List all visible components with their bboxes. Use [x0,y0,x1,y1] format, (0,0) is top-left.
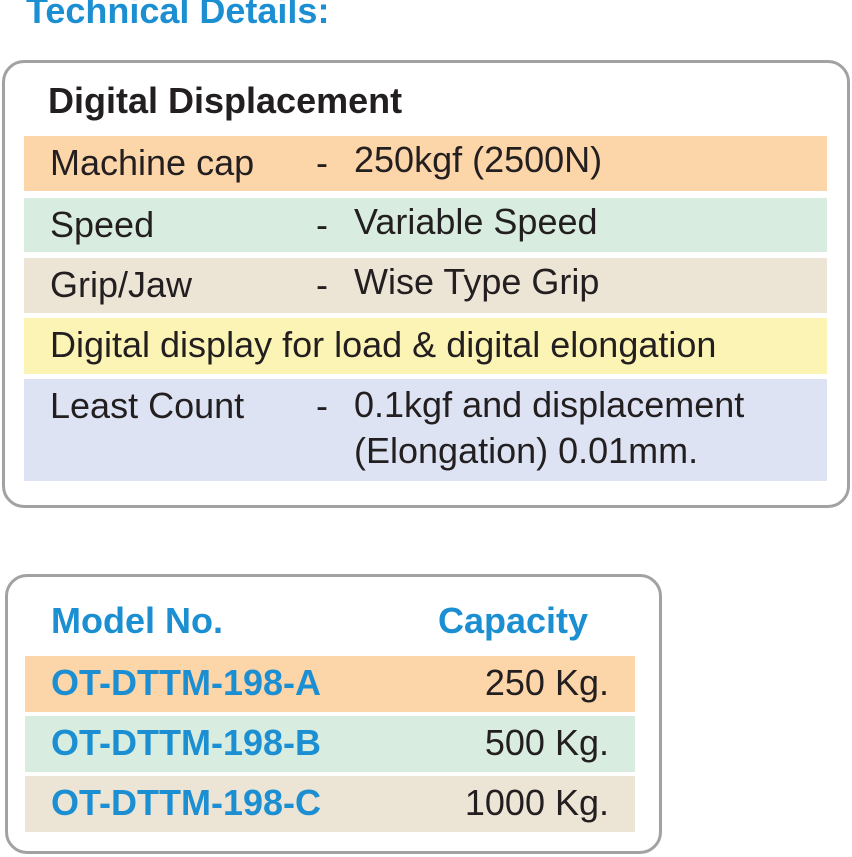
capacity-header: Capacity [438,600,589,641]
model-no-header: Model No. [51,600,223,641]
spec-value: 250kgf (2500N) [354,139,603,180]
spec-dash: - [316,204,328,245]
spec-row-speed: Speed - Variable Speed [24,198,827,252]
spec-value: Wise Type Grip [354,261,600,302]
spec-value: Variable Speed [354,201,598,242]
spec-label: Least Count [50,385,245,426]
model-row: OT-DTTM-198-B 500 Kg. [25,716,635,772]
model-capacity: 500 Kg. [484,722,609,763]
model-number: OT-DTTM-198-C [51,782,321,823]
model-row: OT-DTTM-198-C 1000 Kg. [25,776,635,832]
spec-label: Machine cap [50,142,255,183]
spec-value-line2: (Elongation) 0.01mm. [354,430,699,471]
spec-row-grip-jaw: Grip/Jaw - Wise Type Grip [24,258,827,313]
spec-full-text: Digital display for load & digital elong… [50,324,717,365]
model-number: OT-DTTM-198-B [51,722,321,763]
spec-row-least-count: Least Count - 0.1kgf and displacement (E… [24,379,827,481]
spec-value-line1: 0.1kgf and displacement [354,384,745,425]
model-row: OT-DTTM-198-A 250 Kg. [25,656,635,712]
spec-dash: - [316,264,328,305]
spec-dash: - [316,385,328,426]
spec-row-machine-cap: Machine cap - 250kgf (2500N) [24,136,827,191]
section-heading: Technical Details: [26,0,330,31]
spec-label: Speed [50,204,155,245]
spec-title: Digital Displacement [48,80,403,121]
spec-row-digital-display: Digital display for load & digital elong… [24,318,827,374]
model-capacity: 1000 Kg. [464,782,609,823]
spec-dash: - [316,142,328,183]
spec-label: Grip/Jaw [50,264,193,305]
model-capacity: 250 Kg. [484,662,609,703]
model-number: OT-DTTM-198-A [51,662,321,703]
